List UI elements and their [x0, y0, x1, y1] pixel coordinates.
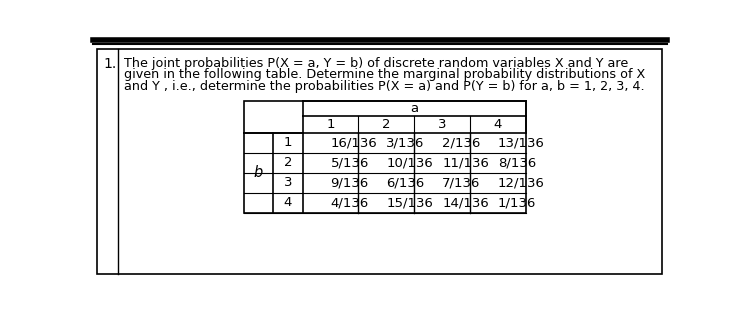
Text: 4: 4: [284, 197, 292, 209]
Text: 12/136: 12/136: [498, 177, 545, 189]
Bar: [244, 100, 526, 213]
Text: 1: 1: [284, 136, 292, 149]
Text: 1.: 1.: [104, 57, 117, 71]
Text: The joint probabilities P(X = a, Y = b) of discrete random variables X and Y are: The joint probabilities P(X = a, Y = b) …: [124, 57, 628, 70]
Text: 16/136: 16/136: [330, 136, 377, 149]
Text: 5/136: 5/136: [330, 156, 369, 169]
Text: 4: 4: [494, 118, 502, 131]
Text: 15/136: 15/136: [386, 197, 433, 209]
Text: 11/136: 11/136: [442, 156, 489, 169]
Text: 8/136: 8/136: [498, 156, 536, 169]
Text: b: b: [254, 165, 263, 180]
Text: 1: 1: [326, 118, 335, 131]
Text: 3: 3: [284, 177, 292, 189]
Text: 1/136: 1/136: [498, 197, 536, 209]
Text: 2/136: 2/136: [442, 136, 480, 149]
Text: 4/136: 4/136: [330, 197, 369, 209]
Text: given in the following table. Determine the marginal probability distributions o: given in the following table. Determine …: [124, 68, 645, 81]
Text: 3: 3: [438, 118, 446, 131]
Text: 14/136: 14/136: [442, 197, 489, 209]
Text: 6/136: 6/136: [386, 177, 425, 189]
Text: 9/136: 9/136: [330, 177, 369, 189]
Text: 13/136: 13/136: [498, 136, 545, 149]
Text: 2: 2: [284, 156, 292, 169]
Text: a: a: [411, 102, 419, 115]
Text: and Y , i.e., determine the probabilities P(X = a) and P(Y = b) for a, b = 1, 2,: and Y , i.e., determine the probabilitie…: [124, 80, 644, 93]
Text: 7/136: 7/136: [442, 177, 480, 189]
Text: 10/136: 10/136: [386, 156, 433, 169]
Text: 3/136: 3/136: [386, 136, 425, 149]
Text: 2: 2: [382, 118, 391, 131]
